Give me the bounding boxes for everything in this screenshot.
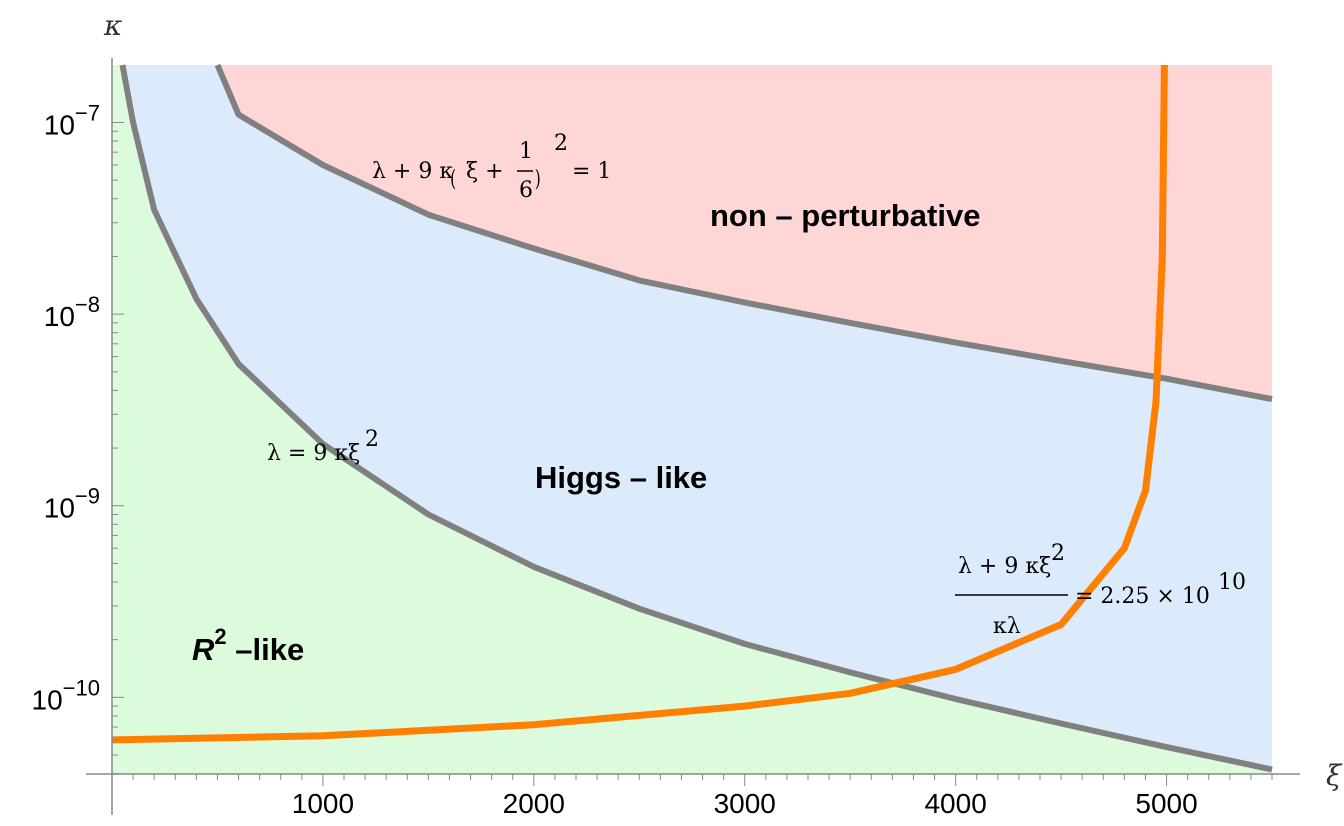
region-nonperturbative	[217, 65, 1272, 400]
formula-orange-curve: λ + 9 κξ 2 κλ = 2.25 × 10 10	[955, 541, 1246, 639]
axes-layer: 1000 2000 3000 4000 5000 10−7 10−8 10−9 10−10	[32, 58, 1300, 819]
y-tick-label: 10−8	[44, 292, 100, 332]
formula-lower-curve: λ = 9 κξ 2	[267, 427, 379, 466]
formula-upper-xi: ξ +	[466, 159, 504, 184]
x-tick-label: 1000	[292, 788, 354, 819]
series-line-higgs-r2-boundary	[119, 64, 1273, 773]
x-tick-label: 5000	[1135, 788, 1197, 819]
series-line-nonperturbative-boundary	[214, 63, 1273, 403]
formula-orange-rhs: = 2.25 × 10	[1075, 584, 1210, 609]
formula-upper-paren-open: (	[450, 166, 456, 191]
formula-upper-paren-close: )	[535, 166, 541, 191]
region-label-r2-sup: 2	[214, 624, 226, 649]
region-label-r2-suffix: –like	[227, 632, 305, 667]
regions-layer	[112, 65, 1272, 774]
formula-upper-frac-num: 1	[519, 139, 533, 164]
formula-orange-num-sup: 2	[1051, 541, 1065, 566]
curves-layer	[111, 63, 1273, 773]
series-line-constraint-2.25e10	[111, 64, 1168, 744]
formula-lower-lhs: λ = 9 κξ	[267, 441, 360, 466]
x-axis-label: ξ	[1326, 759, 1343, 792]
region-label-nonperturbative: non – perturbative	[710, 198, 980, 233]
x-tick-label: 2000	[503, 788, 565, 819]
y-axis-label: κ	[103, 9, 122, 42]
formula-orange-num: λ + 9 κξ	[958, 554, 1051, 579]
x-tick-label: 4000	[924, 788, 986, 819]
formula-upper-curve: λ + 9 κ ( ξ + 1 6 ) 2 = 1	[372, 131, 611, 203]
formula-orange-rhs-sup: 10	[1218, 570, 1246, 595]
region-label-higgs: Higgs – like	[535, 460, 707, 495]
region-label-r2-letter: R	[192, 632, 215, 667]
formula-upper-lhs: λ + 9 κ	[372, 159, 453, 184]
formula-orange-den: κλ	[993, 614, 1021, 639]
formula-upper-sup: 2	[554, 131, 568, 156]
formula-upper-frac-den: 6	[519, 178, 533, 203]
y-tick-label: 10−9	[44, 484, 100, 524]
formula-lower-sup: 2	[365, 427, 379, 452]
formula-upper-rhs: = 1	[572, 159, 611, 184]
x-tick-label: 3000	[714, 788, 776, 819]
y-tick-label: 10−7	[44, 100, 100, 140]
region-label-r2: R2 –like	[192, 624, 304, 667]
y-tick-label: 10−10	[32, 675, 100, 715]
